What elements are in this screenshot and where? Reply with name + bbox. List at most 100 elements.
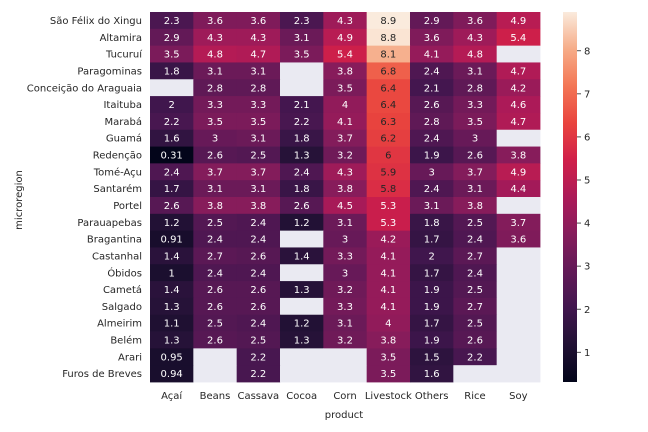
cell-value-label: 2.6 <box>207 151 223 162</box>
cell-value-label: 3.1 <box>207 184 223 195</box>
heatmap-cell <box>323 28 368 47</box>
heatmap-cell <box>366 12 411 30</box>
heatmap-cell <box>496 45 541 63</box>
y-tick-label: Conceição do Araguaia <box>27 83 142 94</box>
y-tick-label: Altamira <box>100 33 142 44</box>
heatmap-cell <box>236 180 281 198</box>
x-tick-label: Cassava <box>237 391 279 402</box>
cell-value-label: 1.3 <box>294 336 310 347</box>
cell-value-label: 4.3 <box>337 167 353 178</box>
cell-value-label: 4.1 <box>380 251 396 262</box>
heatmap-cell <box>193 12 238 30</box>
cell-value-label: 4.7 <box>510 66 526 77</box>
heatmap-cell <box>236 96 281 114</box>
cell-value-label: 1.4 <box>164 285 180 296</box>
heatmap-cell <box>453 180 498 198</box>
heatmap-cell <box>193 247 238 265</box>
heatmap-cell <box>496 197 541 215</box>
cell-value-label: 5.4 <box>337 50 353 61</box>
cell-value-label: 0.91 <box>161 235 183 246</box>
heatmap-cell <box>453 28 498 47</box>
x-axis-label: product <box>325 410 364 421</box>
colorbar-tick-label: 7 <box>584 89 590 100</box>
cell-value-label: 1.8 <box>294 184 310 195</box>
cell-value-label: 1.8 <box>294 134 310 145</box>
cell-value-label: 4 <box>385 319 391 330</box>
heatmap-cell <box>236 163 281 181</box>
cell-value-label: 2.5 <box>250 336 266 347</box>
cell-value-label: 0.94 <box>161 369 183 380</box>
heatmap-cell <box>193 213 238 232</box>
cell-value-label: 3.3 <box>250 100 266 111</box>
cell-value-label: 2.4 <box>164 167 180 178</box>
heatmap-cell <box>453 230 498 248</box>
heatmap-cell <box>496 146 541 164</box>
cell-value-label: 1.3 <box>164 336 180 347</box>
colorbar-tick-label: 5 <box>584 176 590 187</box>
cell-value-label: 1.7 <box>424 268 440 279</box>
heatmap-cell <box>150 281 194 299</box>
heatmap-cell <box>453 264 498 282</box>
cell-value-label: 4.3 <box>337 16 353 27</box>
cell-value-label: 2.6 <box>207 285 223 296</box>
heatmap-cell <box>496 365 541 383</box>
heatmap-cell <box>410 146 454 164</box>
heatmap-cell <box>453 281 498 299</box>
x-tick-label: Livestock <box>365 391 412 402</box>
cell-value-label: 4.8 <box>467 50 483 61</box>
colorbar-tick-label: 4 <box>584 219 590 230</box>
cell-value-label: 4.3 <box>250 33 266 44</box>
cell-value-label: 2.7 <box>467 302 483 313</box>
cell-value-label: 2.6 <box>207 336 223 347</box>
heatmap-cell <box>410 12 454 30</box>
y-tick-label: Salgado <box>102 302 142 313</box>
heatmap-cell <box>366 129 411 147</box>
heatmap-cell <box>150 197 194 215</box>
cell-value-label: 5.4 <box>510 33 526 44</box>
heatmap-cell <box>496 28 541 47</box>
cell-value-label: 5.9 <box>380 167 396 178</box>
heatmap-cell <box>410 297 454 316</box>
heatmap-cell <box>280 28 324 47</box>
y-tick-labels: São Félix do Xingu Altamira Tucuruí Paragom… <box>27 15 143 380</box>
cell-value-label: 1.7 <box>164 184 180 195</box>
cell-value-label: 2.5 <box>207 319 223 330</box>
heatmap-cell <box>150 264 194 282</box>
heatmap-cell <box>193 96 238 114</box>
heatmap-cell <box>410 281 454 299</box>
colorbar-tick-label: 6 <box>584 133 590 144</box>
heatmap-cell <box>410 348 454 366</box>
cell-value-label: 3.8 <box>250 201 266 212</box>
heatmap-cells <box>150 12 541 383</box>
heatmap-cell <box>280 112 324 131</box>
heatmap-cell <box>236 230 281 248</box>
heatmap-cell <box>236 331 281 349</box>
heatmap-cell <box>496 163 541 181</box>
cell-value-label: 3.5 <box>207 117 223 128</box>
cell-value-label: 3.1 <box>294 33 310 44</box>
cell-value-label: 2.4 <box>424 134 440 145</box>
heatmap-cell <box>323 197 368 215</box>
cell-value-label: 4.9 <box>510 167 526 178</box>
cell-value-label: 2.6 <box>250 302 266 313</box>
cell-value-label: 3.1 <box>250 134 266 145</box>
heatmap-cell <box>323 314 368 332</box>
heatmap-cell <box>150 45 194 63</box>
heatmap-cell <box>453 213 498 232</box>
cell-value-label: 2.2 <box>250 369 266 380</box>
heatmap-cell <box>366 348 411 366</box>
cell-value-label: 2.9 <box>424 16 440 27</box>
cell-value-label: 2.5 <box>467 218 483 229</box>
heatmap-cell <box>410 180 454 198</box>
heatmap-cell <box>193 129 238 147</box>
heatmap-cell <box>410 112 454 131</box>
cell-value-label: 2 <box>428 251 434 262</box>
heatmap-cell <box>150 331 194 349</box>
y-tick-label: Belém <box>110 335 142 347</box>
heatmap-cell <box>410 331 454 349</box>
cell-value-label: 3 <box>472 134 478 145</box>
heatmap-cell <box>366 62 411 80</box>
heatmap-cell <box>280 79 324 97</box>
cell-value-label: 3.1 <box>424 201 440 212</box>
